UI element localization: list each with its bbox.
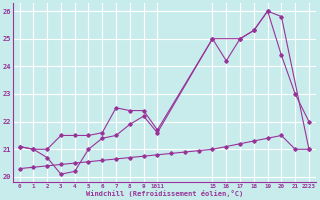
- X-axis label: Windchill (Refroidissement éolien,°C): Windchill (Refroidissement éolien,°C): [86, 190, 243, 197]
